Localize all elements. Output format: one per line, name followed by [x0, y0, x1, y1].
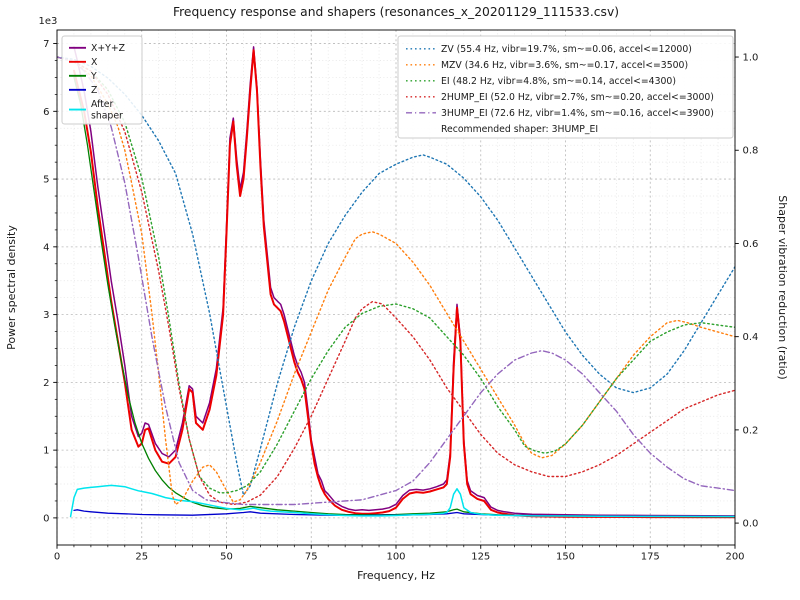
x-tick-label: 25 [135, 552, 148, 563]
y-left-tick-label: 4 [43, 242, 49, 253]
legend-right-label-3: 2HUMP_EI (52.0 Hz, vibr=2.7%, sm~=0.20, … [441, 92, 714, 103]
series-y [73, 76, 735, 518]
x-tick-label: 0 [54, 552, 60, 563]
legend-right-frame [397, 35, 734, 139]
x-tick-label: 200 [725, 552, 744, 563]
y-left-offset-label: 1e3 [39, 16, 58, 27]
x-tick-label: 175 [641, 552, 660, 563]
legend-right-label-5: Recommended shaper: 3HUMP_EI [441, 124, 598, 135]
y-left-axis-label: Power spectral density [5, 225, 18, 350]
series-x [73, 49, 735, 519]
axes-ticks: 0 25 50 75 100 125 150 175 200 0 1 2 3 4 5 6 7 0.0 0.2 0.4 0… [39, 16, 759, 563]
x-tick-label: 100 [386, 552, 405, 563]
legend-left-label-4: After [91, 99, 114, 110]
y-left-tick-label: 3 [43, 310, 49, 321]
y-right-tick-label: 1.0 [743, 53, 759, 64]
legend-right-label-0: ZV (55.4 Hz, vibr=19.7%, sm~=0.06, accel… [441, 44, 692, 55]
series-ei [57, 56, 735, 494]
x-tick-label: 50 [220, 552, 233, 563]
series-group [57, 46, 735, 519]
y-left-tick-label: 5 [43, 175, 49, 186]
y-right-tick-label: 0.4 [743, 332, 759, 343]
series-z [73, 509, 735, 518]
y-right-axis-label: Shaper vibration reduction (ratio) [776, 195, 789, 379]
legend-left-label-3: Z [91, 85, 97, 96]
legend-right-label-4: 3HUMP_EI (72.6 Hz, vibr=1.4%, sm~=0.16, … [441, 108, 714, 119]
y-left-tick-label: 1 [43, 446, 49, 457]
legend-left-label-0: X+Y+Z [91, 43, 125, 54]
legend-left-label-1: X [91, 57, 98, 68]
y-left-tick-label: 0 [43, 513, 49, 524]
x-tick-label: 150 [556, 552, 575, 563]
y-right-tick-label: 0.8 [743, 146, 759, 157]
chart-title: Frequency response and shapers (resonanc… [172, 5, 620, 19]
y-left-tick-label: 2 [43, 378, 49, 389]
legend-right-label-2: EI (48.2 Hz, vibr=4.8%, sm~=0.14, accel<… [441, 76, 676, 87]
series-mzv [57, 56, 735, 506]
y-left-tick-label: 6 [43, 107, 49, 118]
x-tick-label: 75 [305, 552, 318, 563]
series-zv [57, 56, 735, 496]
y-right-tick-label: 0.2 [743, 425, 759, 436]
y-left-tick-label: 7 [43, 39, 49, 50]
legend-left-label-2: Y [90, 71, 97, 82]
series-3hump-ei [57, 56, 735, 506]
series-2hump-ei [57, 56, 735, 506]
legend-left-frame [61, 35, 143, 125]
legend-left-label-4: shaper [91, 111, 123, 122]
series-after-shaper [69, 484, 735, 518]
y-right-tick-label: 0.6 [743, 239, 759, 250]
x-tick-label: 125 [471, 552, 490, 563]
legend-right-label-1: MZV (34.6 Hz, vibr=3.6%, sm~=0.17, accel… [441, 60, 688, 71]
y-right-tick-label: 0.0 [743, 519, 759, 530]
x-axis-label: Frequency, Hz [357, 569, 435, 582]
legend-right: ZV (55.4 Hz, vibr=19.7%, sm~=0.06, accel… [397, 35, 734, 139]
